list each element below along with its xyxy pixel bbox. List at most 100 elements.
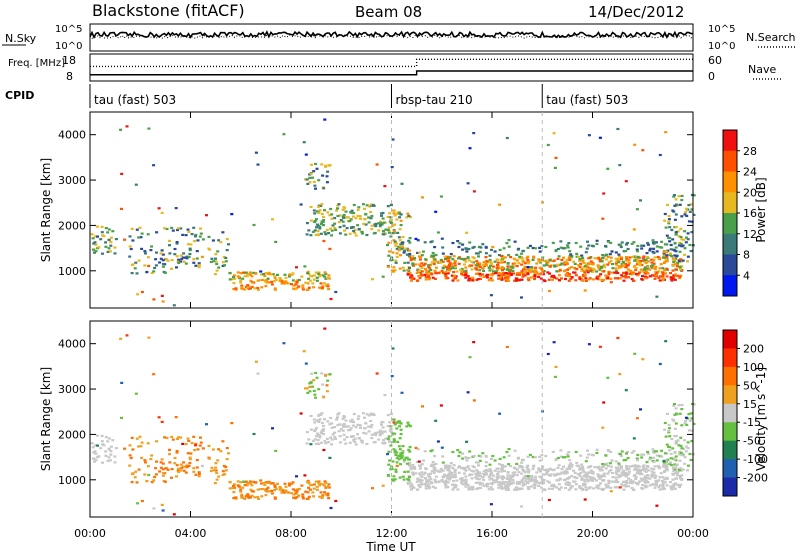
velocity-echo-cell: [369, 412, 373, 415]
velocity-echo-cell: [398, 476, 402, 479]
power-echo-cell: [670, 228, 674, 232]
power-echo-cell: [250, 285, 254, 288]
power-echo-cell: [646, 272, 650, 275]
velocity-echo-cell: [539, 486, 543, 489]
velocity-echo-cell: [570, 475, 574, 478]
velocity-echo-cell: [572, 480, 576, 483]
power-echo-cell: [424, 278, 428, 281]
velocity-echo-cell: [677, 444, 681, 447]
power-echo-cell: [152, 164, 156, 167]
power-echo-cell: [520, 278, 524, 281]
power-echo-cell: [197, 263, 201, 267]
velocity-echo-cell: [100, 434, 104, 437]
power-echo-cell: [395, 252, 399, 255]
power-echo-cell: [535, 262, 539, 265]
velocity-echo-cell: [306, 391, 310, 394]
power-echo-cell: [578, 276, 582, 279]
velocity-echo-cell: [323, 491, 326, 494]
velocity-echo-cell: [190, 442, 194, 445]
velocity-echo-cell: [506, 487, 510, 490]
power-echo-cell: [570, 276, 574, 279]
power-echo-cell: [416, 239, 420, 242]
power-echo-cell: [146, 233, 150, 236]
velocity-echo-cell: [168, 448, 171, 451]
power-echo-cell: [538, 246, 542, 249]
power-echo-cell: [427, 278, 431, 281]
velocity-echo-cell: [354, 443, 358, 446]
power-echo-cell: [428, 267, 432, 270]
power-echo-cell: [399, 246, 402, 249]
power-echo-cell: [243, 275, 247, 278]
power-echo-cell: [106, 250, 110, 253]
velocity-echo-cell: [182, 461, 186, 464]
power-echo-cell: [673, 218, 677, 221]
power-echo-cell: [209, 260, 213, 264]
velocity-echo-cell: [591, 479, 595, 482]
velocity-echo-cell: [341, 429, 345, 432]
velocity-echo-cell: [676, 439, 680, 442]
power-echo-cell: [683, 253, 687, 256]
velocity-echo-cell: [311, 491, 315, 494]
velocity-echo-cell: [338, 435, 342, 438]
velocity-echo-cell: [567, 451, 571, 454]
velocity-echo-cell: [409, 485, 412, 488]
velocity-echo-cell: [292, 496, 296, 499]
power-echo-cell: [367, 216, 371, 219]
power-echo-cell: [667, 214, 671, 218]
velocity-echo-cell: [640, 472, 644, 476]
power-echo-cell: [236, 275, 240, 278]
power-echo-cell: [680, 269, 684, 272]
velocity-echo-cell: [434, 462, 438, 466]
velocity-echo-cell: [266, 486, 270, 489]
velocity-echo-cell: [618, 474, 621, 477]
velocity-echo-cell: [515, 488, 519, 491]
velocity-echo-cell: [678, 474, 682, 477]
power-echo-cell: [176, 228, 179, 232]
velocity-echo-cell: [662, 464, 666, 467]
velocity-echo-cell: [568, 459, 572, 462]
velocity-echo-cell: [491, 454, 495, 458]
velocity-echo-cell: [392, 440, 396, 443]
power-echo-cell: [475, 260, 479, 263]
velocity-echo-cell: [319, 413, 323, 416]
power-echo-cell: [430, 254, 434, 257]
power-echo-cell: [147, 264, 151, 268]
velocity-echo-cell: [476, 461, 480, 464]
velocity-echo-cell: [474, 481, 478, 484]
velocity-echo-cell: [163, 436, 167, 439]
velocity-echo-cell: [370, 424, 374, 427]
velocity-echo-cell: [307, 438, 311, 441]
power-echo-cell: [267, 281, 271, 284]
velocity-echo-cell: [319, 491, 323, 494]
power-echo-cell: [538, 266, 542, 269]
velocity-echo-cell: [315, 432, 319, 435]
power-echo-cell: [320, 163, 324, 166]
power-echo-cell: [188, 252, 192, 256]
power-echo-cell: [671, 238, 675, 241]
velocity-echo-cell: [652, 468, 656, 471]
velocity-echo-cell: [323, 484, 326, 487]
velocity-echo-cell: [476, 470, 480, 473]
power-echo-cell: [608, 253, 612, 256]
power-echo-cell: [195, 250, 199, 253]
velocity-echo-cell: [381, 484, 385, 487]
velocity-echo-cell: [333, 431, 337, 434]
velocity-echo-cell: [626, 456, 630, 460]
velocity-echo-cell: [689, 458, 693, 462]
power-echo-cell: [603, 266, 607, 269]
power-echo-cell: [378, 225, 382, 228]
power-echo-cell: [192, 226, 196, 229]
velocity-echo-cell: [288, 482, 292, 485]
power-echo-cell: [403, 261, 407, 264]
power-echo-cell: [648, 268, 652, 271]
power-echo-cell: [656, 255, 660, 259]
power-echo-cell: [653, 277, 657, 280]
velocity-echo-cell: [356, 423, 360, 426]
velocity-echo-cell: [407, 463, 411, 467]
velocity-echo-cell: [670, 437, 674, 441]
power-echo-cell: [681, 259, 685, 262]
velocity-echo-cell: [260, 495, 264, 498]
power-echo-cell: [555, 270, 559, 273]
power-echo-cell: [150, 245, 154, 248]
power-echo-cell: [543, 264, 546, 267]
